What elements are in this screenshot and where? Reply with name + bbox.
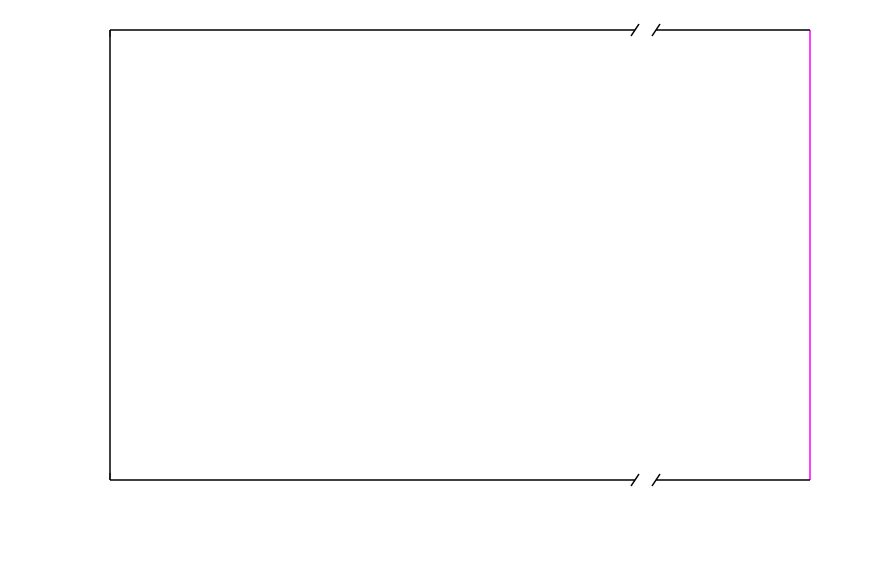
plot-background (0, 0, 871, 576)
chart-container (0, 0, 871, 576)
line-chart (0, 0, 871, 576)
